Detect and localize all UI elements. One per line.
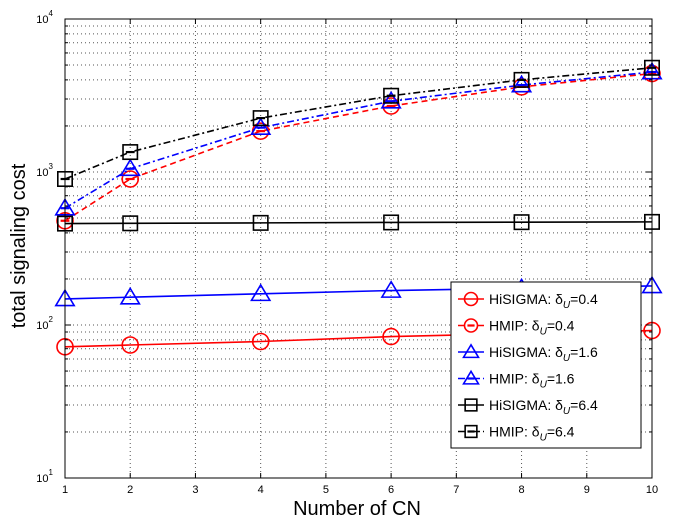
- square-marker: [122, 144, 139, 161]
- y-tick-label: 103: [36, 162, 53, 179]
- data-point: [513, 71, 530, 88]
- legend-entry: HiSIGMA: δU=0.4: [458, 291, 598, 311]
- legend-entry: HMIP: δU=0.4: [458, 318, 575, 338]
- legend-entry: HMIP: δU=1.6: [458, 369, 575, 391]
- circle-marker: [121, 170, 140, 188]
- plot-frame: [64, 18, 653, 479]
- x-tick-label: 4: [258, 484, 264, 496]
- data-point: [464, 424, 478, 439]
- series: [56, 213, 660, 232]
- data-point: [251, 332, 270, 351]
- data-point: [380, 280, 402, 298]
- data-point: [513, 214, 530, 231]
- data-point: [462, 343, 480, 359]
- legend-label: HMIP: δU=1.6: [489, 371, 575, 391]
- series: [56, 59, 660, 188]
- square-marker: [122, 215, 139, 232]
- legend-label: HiSIGMA: δU=0.4: [489, 291, 598, 311]
- y-tick-label: 104: [36, 9, 53, 26]
- x-tick-label: 6: [388, 484, 394, 496]
- data-point: [463, 291, 479, 307]
- legend-box: [450, 281, 642, 449]
- data-point: [383, 87, 400, 104]
- square-marker: [252, 214, 269, 231]
- square-marker: [513, 71, 530, 88]
- data-point: [250, 283, 272, 302]
- triangle-marker: [250, 117, 272, 136]
- legend-entry: HiSIGMA: δU=1.6: [458, 343, 598, 364]
- legend-label: HMIP: δU=0.4: [489, 318, 575, 338]
- square-marker: [383, 87, 400, 104]
- legend-entry: HMIP: δU=6.4: [458, 424, 575, 444]
- data-point: [122, 144, 139, 161]
- series-line: [64, 66, 653, 180]
- square-marker: [464, 424, 478, 439]
- triangle-marker: [462, 369, 480, 385]
- series: [56, 64, 661, 230]
- series-line: [64, 221, 653, 225]
- y-axis-label: total signaling cost: [8, 163, 30, 328]
- data-point: [463, 318, 479, 333]
- circle-marker: [251, 332, 270, 351]
- triangle-marker: [119, 286, 141, 305]
- triangle-marker: [119, 158, 141, 177]
- y-tick-label: 102: [36, 315, 53, 332]
- legend-label: HiSIGMA: δU=1.6: [489, 344, 598, 364]
- data-point: [383, 214, 400, 231]
- data-point: [119, 158, 141, 177]
- triangle-marker: [250, 283, 272, 302]
- y-tick-label: 101: [36, 468, 53, 485]
- x-tick-label: 2: [127, 484, 133, 496]
- legend-entry: HiSIGMA: δU=6.4: [458, 397, 598, 417]
- series-layer: [54, 59, 663, 356]
- axes: 1 2 3 4 5 6 7 8 9 10 101 102 103 104: [36, 9, 658, 496]
- x-axis-label: Number of CN: [293, 498, 421, 520]
- series-line: [64, 71, 653, 209]
- x-tick-label: 3: [192, 484, 198, 496]
- data-point: [380, 90, 402, 109]
- data-point: [464, 398, 478, 412]
- data-point: [121, 336, 140, 354]
- square-marker: [513, 214, 530, 231]
- legend-label: HMIP: δU=6.4: [489, 424, 575, 444]
- x-tick-label: 9: [584, 484, 590, 496]
- triangle-marker: [462, 343, 480, 359]
- data-point: [122, 215, 139, 232]
- x-tick-label: 8: [518, 484, 524, 496]
- data-point: [121, 170, 140, 188]
- triangle-marker: [380, 90, 402, 109]
- triangle-marker: [380, 280, 402, 298]
- data-point: [252, 214, 269, 231]
- circle-marker: [382, 327, 400, 346]
- data-point: [382, 327, 400, 346]
- circle-marker: [121, 336, 140, 354]
- legend: HiSIGMA: δU=0.4 HMIP: δU=0.4 HiSIGMA: δU=1…: [450, 281, 642, 449]
- square-marker: [383, 214, 400, 231]
- data-point: [250, 117, 272, 136]
- square-marker: [252, 110, 269, 127]
- data-point: [119, 286, 141, 305]
- data-point: [510, 74, 533, 93]
- legend-label: HiSIGMA: δU=6.4: [489, 397, 598, 417]
- x-tick-label: 7: [453, 484, 459, 496]
- circle-marker: [463, 291, 479, 307]
- x-tick-label: 5: [323, 484, 329, 496]
- triangle-marker: [510, 74, 533, 93]
- data-point: [252, 110, 269, 127]
- series: [54, 61, 663, 216]
- x-tick-label: 1: [62, 484, 68, 496]
- circle-marker: [463, 318, 479, 333]
- x-tick-label: 10: [646, 484, 658, 496]
- series-line: [64, 72, 653, 222]
- square-marker: [464, 398, 478, 412]
- data-point: [462, 369, 480, 385]
